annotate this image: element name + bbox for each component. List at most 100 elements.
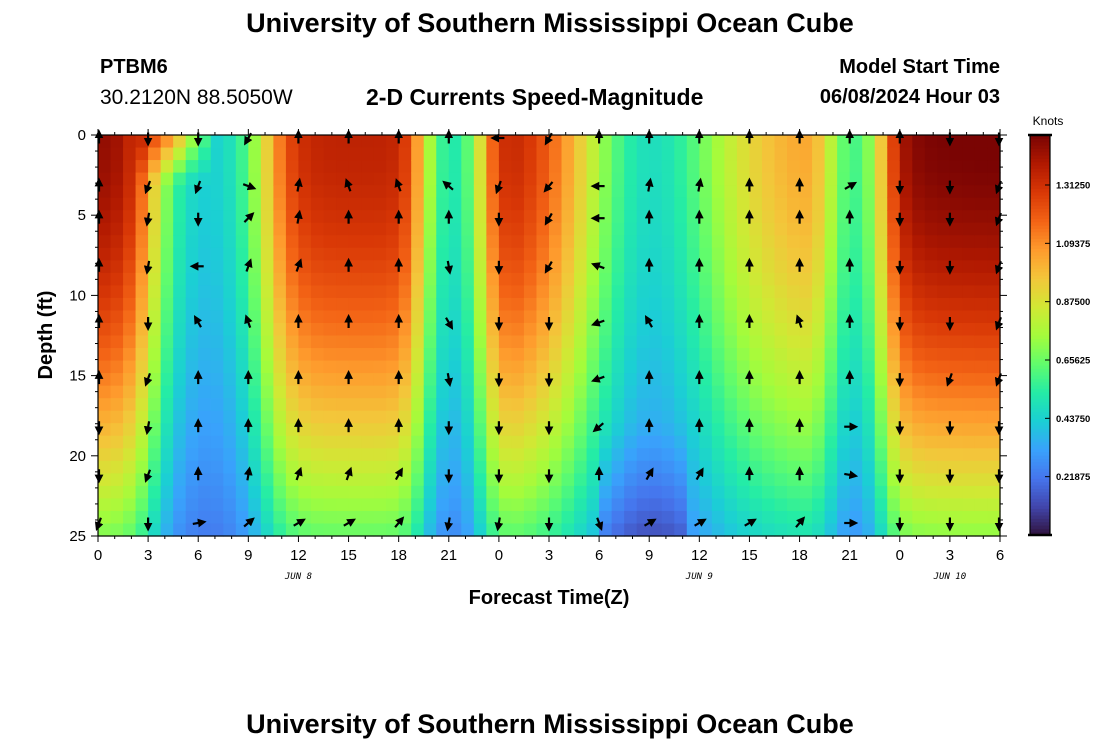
heatmap-cell bbox=[423, 473, 437, 487]
heatmap-cell bbox=[210, 285, 224, 299]
colorbar-tick-label: 0.43750 bbox=[1056, 414, 1090, 425]
heatmap-cell bbox=[210, 235, 224, 249]
heatmap-cell bbox=[235, 247, 249, 261]
heatmap-cell bbox=[849, 197, 863, 211]
heatmap-cell bbox=[724, 410, 738, 424]
heatmap-cell bbox=[486, 335, 500, 349]
heatmap-cell bbox=[273, 448, 287, 462]
heatmap-cell bbox=[724, 448, 738, 462]
heatmap-cell bbox=[699, 260, 713, 274]
heatmap-cell bbox=[398, 172, 412, 186]
heatmap-cell bbox=[974, 423, 989, 437]
colorbar-segment bbox=[1030, 225, 1050, 229]
heatmap-cell bbox=[561, 523, 575, 537]
heatmap-cell bbox=[937, 160, 951, 174]
heatmap-cell bbox=[974, 260, 989, 274]
heatmap-cell bbox=[661, 385, 675, 399]
heatmap-cell bbox=[511, 473, 525, 487]
heatmap-cell bbox=[899, 373, 913, 387]
heatmap-cell bbox=[987, 235, 1001, 249]
heatmap-cell bbox=[536, 448, 550, 462]
heatmap-cell bbox=[949, 473, 964, 487]
heatmap-cell bbox=[223, 360, 237, 374]
heatmap-cell bbox=[636, 247, 650, 261]
heatmap-cell bbox=[223, 498, 237, 512]
heatmap-cell bbox=[787, 235, 801, 249]
heatmap-cell bbox=[774, 285, 788, 299]
heatmap-cell bbox=[298, 348, 312, 362]
heatmap-cell bbox=[423, 310, 437, 324]
heatmap-cell bbox=[285, 172, 300, 186]
heatmap-cell bbox=[837, 523, 851, 537]
heatmap-cell bbox=[912, 448, 926, 462]
heatmap-cell bbox=[336, 448, 350, 462]
heatmap-cell bbox=[962, 185, 976, 199]
current-arrow bbox=[643, 518, 657, 527]
heatmap-cell bbox=[148, 485, 162, 500]
heatmap-cell bbox=[812, 185, 826, 199]
heatmap-cell bbox=[624, 423, 638, 437]
heatmap-cell bbox=[974, 285, 989, 299]
heatmap-cell bbox=[436, 360, 450, 374]
heatmap-cell bbox=[148, 360, 162, 374]
colorbar-segment bbox=[1030, 508, 1050, 513]
heatmap-cell bbox=[937, 423, 951, 437]
heatmap-cell bbox=[724, 222, 738, 236]
heatmap-cell bbox=[223, 197, 237, 211]
heatmap-cell bbox=[298, 373, 312, 387]
heatmap-cell bbox=[160, 297, 174, 312]
heatmap-cell bbox=[160, 160, 174, 174]
heatmap-cell bbox=[98, 498, 112, 512]
heatmap-cell bbox=[774, 373, 788, 387]
heatmap-cell bbox=[310, 510, 325, 525]
x-tick-label: 21 bbox=[440, 547, 457, 564]
current-arrow bbox=[343, 518, 356, 527]
heatmap-cell bbox=[862, 260, 876, 274]
colorbar-segment bbox=[1030, 308, 1050, 313]
heatmap-cell bbox=[699, 485, 713, 500]
heatmap-cell bbox=[561, 410, 575, 424]
heatmap-cell bbox=[812, 335, 826, 349]
heatmap-cell bbox=[962, 473, 976, 487]
heatmap-cell bbox=[699, 285, 713, 299]
heatmap-cell bbox=[461, 135, 475, 149]
heatmap-cell bbox=[987, 147, 1001, 161]
heatmap-cell bbox=[223, 423, 237, 437]
heatmap-cell bbox=[173, 147, 187, 161]
heatmap-cell bbox=[937, 360, 951, 374]
heatmap-cell bbox=[273, 423, 287, 437]
heatmap-cell bbox=[148, 423, 162, 437]
heatmap-cell bbox=[473, 398, 487, 412]
heatmap-cell bbox=[924, 485, 938, 500]
heatmap-cell bbox=[210, 360, 224, 374]
heatmap-cell bbox=[887, 510, 901, 525]
heatmap-cell bbox=[649, 348, 663, 362]
heatmap-cell bbox=[874, 160, 888, 174]
heatmap-cell bbox=[298, 335, 312, 349]
current-arrow bbox=[244, 314, 253, 328]
heatmap-cell bbox=[849, 498, 863, 512]
heatmap-cell bbox=[398, 435, 412, 449]
heatmap-cell bbox=[711, 473, 725, 487]
heatmap-cell bbox=[849, 373, 863, 387]
heatmap-cell bbox=[649, 160, 663, 174]
heatmap-cell bbox=[398, 235, 412, 249]
heatmap-cell bbox=[511, 310, 525, 324]
colorbar-segment bbox=[1030, 505, 1050, 509]
heatmap-cell bbox=[824, 235, 838, 249]
heatmap-cell bbox=[235, 322, 249, 337]
heatmap-cell bbox=[523, 410, 538, 424]
current-arrow bbox=[544, 261, 553, 274]
heatmap-cell bbox=[686, 147, 700, 161]
heatmap-cell bbox=[674, 385, 688, 399]
colorbar-segment bbox=[1030, 428, 1050, 433]
heatmap-cell bbox=[310, 348, 325, 362]
current-arrow bbox=[294, 466, 303, 481]
heatmap-cell bbox=[110, 448, 124, 462]
heatmap-cell bbox=[724, 197, 738, 211]
heatmap-cell bbox=[799, 210, 813, 224]
heatmap-cell bbox=[248, 222, 262, 236]
current-arrow bbox=[243, 517, 255, 528]
heatmap-cell bbox=[348, 385, 362, 399]
heatmap-cell bbox=[298, 185, 312, 199]
